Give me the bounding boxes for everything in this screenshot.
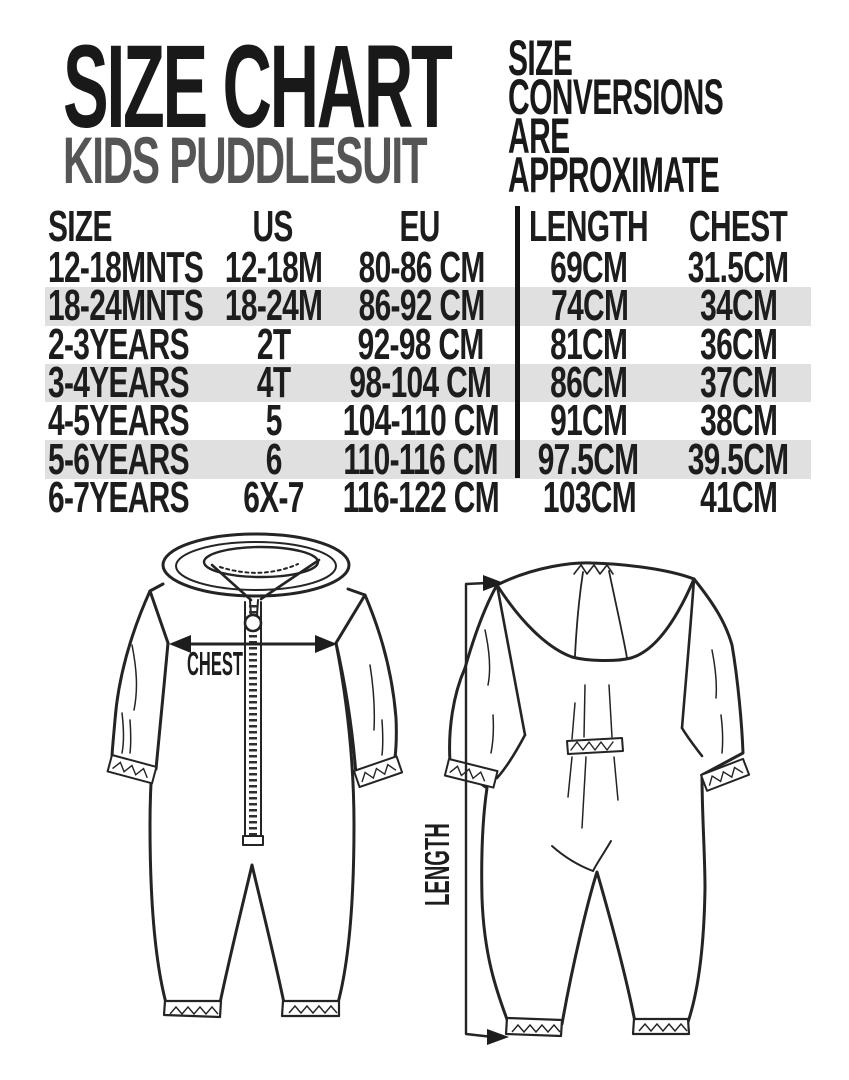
cell-us: 6X-7 xyxy=(243,472,304,522)
hood-stitching xyxy=(219,563,299,574)
table-row: 2-3YEARS 2T 92-98 CM 81CM 36CM xyxy=(45,319,811,369)
approximation-note-line2: ARE APPROXIMATE xyxy=(508,108,720,203)
table-row: 18-24MNTS 18-24M 86-92 CM 74CM 34CM xyxy=(45,281,811,331)
cell-chest: 39.5CM xyxy=(687,434,789,484)
approximation-note-line1: SIZE CONVERSIONS xyxy=(508,30,724,125)
cell-size: 18-24MNTS xyxy=(48,281,204,331)
cell-us: 4T xyxy=(256,358,291,408)
table-row: 4-5YEARS 5 104-110 CM 91CM 38CM xyxy=(45,396,811,446)
cell-chest: 31.5CM xyxy=(687,243,789,293)
cell-eu: 116-122 CM xyxy=(342,472,500,522)
chest-measurement: CHEST xyxy=(169,635,337,683)
cell-size: 6-7YEARS xyxy=(48,472,190,522)
cell-eu: 104-110 CM xyxy=(342,396,500,446)
cell-length: 91CM xyxy=(550,396,629,446)
table-rows: 12-18MNTS 12-18M 80-86 CM 69CM 31.5CM 18-24MN… xyxy=(45,243,811,522)
cell-size: 12-18MNTS xyxy=(48,243,204,293)
length-arrow-bottom xyxy=(487,1029,509,1045)
back-left-ankle-cuff xyxy=(504,1016,564,1038)
chest-arrow-right xyxy=(315,635,337,653)
length-measure-label: LENGTH xyxy=(425,823,458,906)
puddlesuit-front-diagram: CHEST xyxy=(106,532,404,1019)
cell-length: 81CM xyxy=(550,319,629,369)
puddlesuit-back-diagram: LENGTH xyxy=(425,561,751,1045)
cell-eu: 80-86 CM xyxy=(358,243,486,293)
back-left-cuff xyxy=(443,758,499,789)
table-header-row: SIZE US EU LENGTH CHEST xyxy=(45,204,811,249)
table-row: 3-4YEARS 4T 98-104 CM 86CM 37CM xyxy=(45,358,811,408)
cell-size: 5-6YEARS xyxy=(48,434,190,484)
column-header-size: SIZE xyxy=(48,201,112,251)
page-title: SIZE CHART xyxy=(63,21,453,153)
cell-length: 97.5CM xyxy=(538,434,639,484)
size-table: SIZE US EU LENGTH CHEST 12-18MNTS 12-18M 8… xyxy=(45,204,811,522)
front-left-ankle-cuff xyxy=(162,999,223,1019)
approximation-note: SIZE CONVERSIONS ARE APPROXIMATE xyxy=(508,30,724,203)
table-row: 6-7YEARS 6X-7 116-122 CM 103CM 41CM xyxy=(45,472,811,522)
cell-length: 86CM xyxy=(550,358,629,408)
column-header-us: US xyxy=(252,201,294,251)
front-body-shape xyxy=(150,591,365,1003)
cell-eu: 110-116 CM xyxy=(342,434,498,484)
cell-chest: 38CM xyxy=(699,396,778,446)
page-subtitle: KIDS PUDDLESUIT xyxy=(63,123,428,197)
table-column-divider xyxy=(515,206,520,478)
front-left-cuff xyxy=(106,754,158,785)
cell-us: 6 xyxy=(265,434,282,484)
front-left-sleeve xyxy=(110,589,170,771)
front-right-sleeve xyxy=(334,593,398,777)
cell-us: 5 xyxy=(265,396,283,446)
cell-length: 74CM xyxy=(551,281,629,331)
back-body-shape xyxy=(449,562,743,1024)
cell-chest: 41CM xyxy=(699,472,778,522)
cell-size: 3-4YEARS xyxy=(48,358,190,408)
hood-stitching xyxy=(573,564,614,575)
back-waist-elastic xyxy=(566,684,624,829)
back-hood xyxy=(495,561,696,662)
cell-us: 18-24M xyxy=(225,281,323,331)
column-header-eu: EU xyxy=(399,201,441,251)
chest-measure-label: CHEST xyxy=(187,645,243,683)
table-row: 5-6YEARS 6 110-116 CM 97.5CM 39.5CM xyxy=(45,434,811,484)
back-right-ankle-cuff xyxy=(631,1017,691,1036)
column-header-length: LENGTH xyxy=(528,201,649,251)
front-hood xyxy=(161,532,351,602)
back-right-cuff xyxy=(700,757,751,792)
cell-chest: 36CM xyxy=(699,319,778,369)
zipper-pull xyxy=(243,613,263,633)
chest-arrow-left xyxy=(169,635,191,653)
cell-eu: 98-104 CM xyxy=(349,358,493,408)
cell-us: 2T xyxy=(256,319,291,369)
cell-chest: 34CM xyxy=(700,281,778,331)
front-right-cuff xyxy=(353,755,404,789)
front-right-ankle-cuff xyxy=(280,999,341,1018)
cell-length: 69CM xyxy=(550,243,628,293)
cell-size: 2-3YEARS xyxy=(48,319,190,369)
cell-length: 103CM xyxy=(542,472,637,522)
length-measurement: LENGTH xyxy=(425,575,509,1045)
cell-us: 12-18M xyxy=(225,243,323,293)
table-row: 12-18MNTS 12-18M 80-86 CM 69CM 31.5CM xyxy=(45,243,811,293)
cell-eu: 86-92 CM xyxy=(358,281,486,331)
cell-chest: 37CM xyxy=(699,358,778,408)
column-header-chest: CHEST xyxy=(689,201,788,251)
cell-eu: 92-98 CM xyxy=(357,319,485,369)
cell-size: 4-5YEARS xyxy=(48,396,190,446)
length-arrow-top xyxy=(483,575,504,591)
back-seat-seam xyxy=(551,840,612,872)
